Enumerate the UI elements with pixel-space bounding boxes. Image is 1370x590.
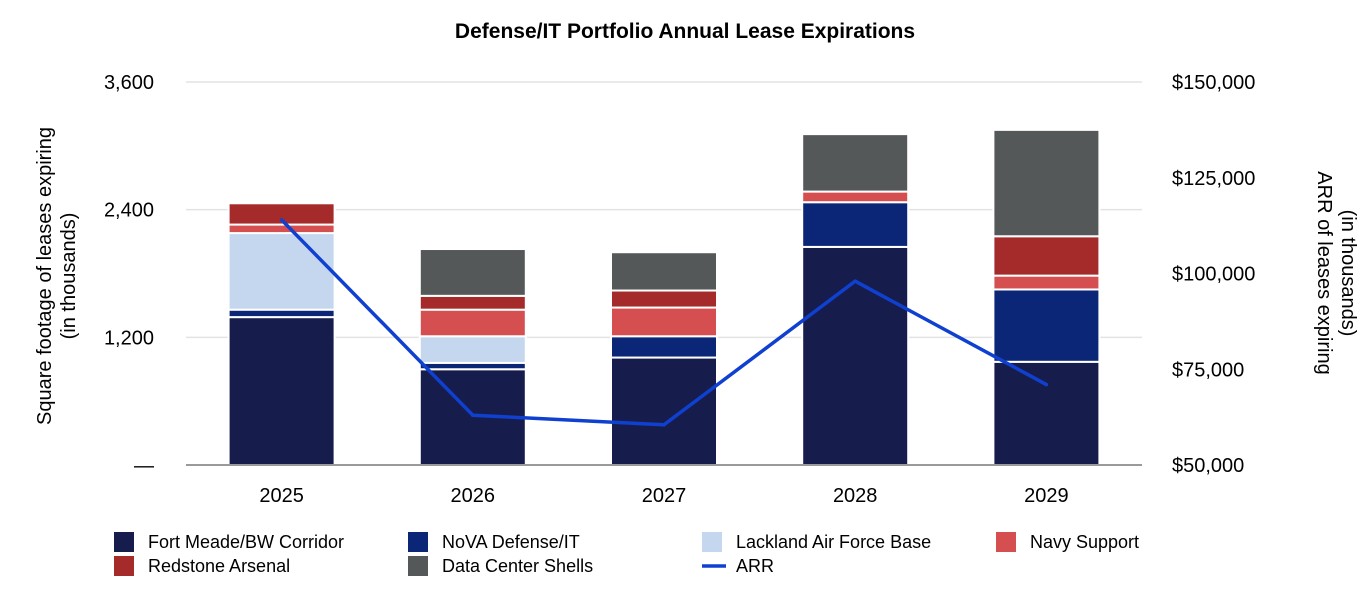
legend-label-arr: ARR xyxy=(736,556,774,576)
y-axis-title-line: (in thousands) xyxy=(58,213,80,340)
axes: — 1,200 2,400 3,600 $50,000 $75,000 $100,000 $1… xyxy=(34,72,1359,507)
bar-segment-lackland-air-force-base-2026 xyxy=(418,335,527,364)
legend-label-lackland-air-force-base: Lackland Air Force Base xyxy=(736,532,931,552)
bar-segment-nova-defense-it-2025 xyxy=(227,308,336,319)
bar-segment-redstone-arsenal-2025 xyxy=(227,202,336,226)
bar-segment-navy-support-2027 xyxy=(610,306,718,338)
bar-segment-data-center-shells-2027 xyxy=(610,251,718,292)
legend-item-nova-defense-it: NoVA Defense/IT xyxy=(408,532,580,552)
arr-point-2028 xyxy=(853,279,857,283)
bar-segment-fort-meade-bw-corridor-2029 xyxy=(992,360,1101,466)
legend-label-navy-support: Navy Support xyxy=(1030,532,1139,552)
bar-segment-redstone-arsenal-2026 xyxy=(418,294,527,311)
legend-item-data-center-shells: Data Center Shells xyxy=(408,556,593,576)
y2-tick-label: $150,000 xyxy=(1172,72,1255,94)
x-tick-label-2025: 2025 xyxy=(259,485,304,507)
bar-segment-redstone-arsenal-2027 xyxy=(610,289,718,309)
arr-point-2027 xyxy=(662,423,666,427)
bar-segment-lackland-air-force-base-2025 xyxy=(227,232,336,311)
bar-segment-nova-defense-it-2028 xyxy=(801,201,910,248)
legend-item-lackland-air-force-base: Lackland Air Force Base xyxy=(702,532,931,552)
legend-swatch-data-center-shells xyxy=(408,556,428,576)
x-tick-label-2026: 2026 xyxy=(451,485,496,507)
legend-item-redstone-arsenal: Redstone Arsenal xyxy=(114,556,290,576)
y2-axis-title: ARR of leases expiring (in thousands) xyxy=(1313,171,1359,374)
x-tick-label-2027: 2027 xyxy=(642,485,687,507)
y2-tick-label: $50,000 xyxy=(1172,455,1244,477)
y-tick-label: 1,200 xyxy=(104,327,154,349)
y-tick-label: 2,400 xyxy=(104,200,154,222)
bar-segment-navy-support-2026 xyxy=(418,308,527,338)
chart-title: Defense/IT Portfolio Annual Lease Expira… xyxy=(455,20,915,43)
bar-segment-nova-defense-it-2029 xyxy=(992,288,1101,363)
y2-axis-title-line: ARR of leases expiring xyxy=(1313,171,1335,374)
legend-label-fort-meade-bw-corridor: Fort Meade/BW Corridor xyxy=(148,532,344,552)
legend-swatch-lackland-air-force-base xyxy=(702,532,722,552)
y-axis-title: Square footage of leases expiring (in tho… xyxy=(34,127,80,425)
bar-segment-data-center-shells-2029 xyxy=(992,128,1101,238)
arr-line-layer xyxy=(279,218,1049,427)
legend-label-data-center-shells: Data Center Shells xyxy=(442,556,593,576)
legend-swatch-fort-meade-bw-corridor xyxy=(114,532,134,552)
bar-segment-fort-meade-bw-corridor-2027 xyxy=(610,356,718,466)
legend-swatch-navy-support xyxy=(996,532,1016,552)
legend-swatch-nova-defense-it xyxy=(408,532,428,552)
y2-tick-label: $100,000 xyxy=(1172,264,1255,286)
arr-point-2026 xyxy=(471,413,475,417)
legend-item-fort-meade-bw-corridor: Fort Meade/BW Corridor xyxy=(114,532,344,552)
y-axis-title-line: Square footage of leases expiring xyxy=(34,127,56,425)
legend-item-arr: ARR xyxy=(702,556,774,576)
bar-segment-navy-support-2028 xyxy=(801,190,910,204)
x-tick-label-2028: 2028 xyxy=(833,485,878,507)
bar-segment-data-center-shells-2028 xyxy=(801,133,910,193)
y-tick-label: 3,600 xyxy=(104,72,154,94)
arr-point-2025 xyxy=(279,218,284,222)
bar-segment-data-center-shells-2026 xyxy=(418,248,527,297)
y2-axis-title-line: (in thousands) xyxy=(1337,210,1359,337)
legend-label-nova-defense-it: NoVA Defense/IT xyxy=(442,532,580,552)
bar-segment-redstone-arsenal-2029 xyxy=(992,235,1101,277)
legend: Fort Meade/BW Corridor NoVA Defense/IT Lac… xyxy=(114,532,1139,576)
bar-segment-nova-defense-it-2027 xyxy=(610,335,718,359)
bar-segment-navy-support-2029 xyxy=(992,274,1101,291)
y2-tick-label: $125,000 xyxy=(1172,168,1255,190)
legend-swatch-redstone-arsenal xyxy=(114,556,134,576)
y-tick-label: — xyxy=(134,455,154,477)
legend-item-navy-support: Navy Support xyxy=(996,532,1139,552)
bar-segment-navy-support-2025 xyxy=(227,223,336,235)
y2-tick-label: $75,000 xyxy=(1172,359,1244,381)
x-tick-label-2029: 2029 xyxy=(1024,485,1069,507)
legend-label-redstone-arsenal: Redstone Arsenal xyxy=(148,556,290,576)
arr-point-2029 xyxy=(1044,382,1049,387)
bar-segment-fort-meade-bw-corridor-2025 xyxy=(227,316,336,466)
